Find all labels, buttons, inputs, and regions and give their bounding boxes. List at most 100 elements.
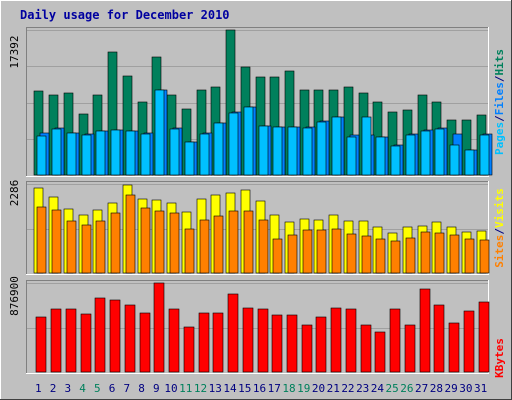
bar-pages-day-26: [405, 134, 416, 176]
bar-sites-day-30: [464, 238, 475, 274]
bar-pages-day-15: [243, 106, 254, 176]
x-tick-label-day-28: 28: [430, 382, 443, 395]
bar-sites-day-28: [434, 232, 445, 274]
bar-kbytes-day-3: [65, 308, 77, 373]
bar-sites-day-20: [316, 229, 327, 274]
bar-pages-day-12: [199, 133, 210, 176]
x-tick-label-day-14: 14: [223, 382, 237, 395]
x-tick-label-day-27: 27: [415, 382, 428, 395]
bar-kbytes-day-30: [463, 310, 475, 373]
bar-kbytes-day-7: [124, 304, 136, 373]
x-tick-label-day-31: 31: [474, 382, 487, 395]
right-label-panel2: Sites/Visits: [493, 188, 506, 268]
bar-kbytes-day-27: [419, 288, 431, 373]
y-max-label-panel-2: 2286: [8, 180, 21, 207]
bar-kbytes-day-29: [448, 322, 460, 373]
bar-kbytes-day-11: [183, 326, 195, 373]
bar-kbytes-day-17: [271, 314, 283, 373]
bar-kbytes-day-18: [286, 314, 298, 373]
bar-kbytes-day-2: [50, 308, 62, 373]
panel-3: [26, 280, 490, 374]
bar-sites-day-4: [81, 224, 92, 274]
bar-sites-day-15: [243, 210, 254, 274]
x-tick-label-day-10: 10: [164, 382, 177, 395]
bar-sites-day-29: [449, 234, 460, 274]
bar-pages-day-3: [66, 132, 77, 176]
x-tick-label-day-25: 25: [386, 382, 399, 395]
panel-1: [26, 27, 493, 177]
bar-kbytes-day-15: [242, 307, 254, 373]
bar-kbytes-day-16: [257, 308, 269, 373]
x-tick-label-day-15: 15: [238, 382, 251, 395]
bar-kbytes-day-6: [109, 299, 121, 373]
x-tick-label-day-23: 23: [356, 382, 369, 395]
bar-kbytes-day-22: [345, 308, 357, 373]
bar-sites-day-9: [154, 210, 165, 274]
right-label-panel1: Pages/Files/Hits: [493, 49, 506, 155]
bar-sites-day-19: [302, 229, 313, 274]
bar-kbytes-day-20: [315, 316, 327, 373]
x-tick-label-day-29: 29: [445, 382, 458, 395]
bar-kbytes-day-21: [330, 307, 342, 373]
bar-sites-day-23: [361, 235, 372, 274]
right-label-part: Sites: [493, 235, 506, 268]
bar-kbytes-day-12: [198, 312, 210, 373]
bar-pages-day-24: [375, 136, 386, 176]
right-label-part: Hits: [493, 49, 506, 76]
x-tick-label-day-8: 8: [138, 382, 145, 395]
bar-pages-day-20: [316, 121, 327, 176]
bar-pages-day-9: [154, 89, 165, 176]
bar-pages-day-29: [449, 144, 460, 176]
bar-sites-day-5: [95, 220, 106, 274]
right-label-panel3: KBytes: [493, 338, 506, 378]
bar-kbytes-day-10: [168, 308, 180, 373]
y-max-label-panel-1: 17392: [8, 35, 21, 68]
panel-2: [26, 181, 490, 275]
bar-pages-day-14: [228, 112, 239, 176]
bar-pages-day-7: [125, 130, 136, 176]
x-tick-label-day-20: 20: [312, 382, 325, 395]
bar-kbytes-day-1: [35, 316, 47, 373]
bar-pages-day-30: [464, 149, 475, 176]
x-tick-label-day-21: 21: [327, 382, 340, 395]
x-tick-label-day-7: 7: [124, 382, 131, 395]
right-label-part: Pages: [493, 122, 506, 155]
bar-kbytes-day-8: [139, 312, 151, 373]
bar-sites-day-27: [420, 231, 431, 274]
x-tick-label-day-1: 1: [35, 382, 42, 395]
bar-kbytes-day-13: [212, 312, 224, 373]
x-axis-labels: 1 2 3 4 5 6 7 8 9 10 11 12 13 14 15 16 17 18 19 20 21 22 23 24 2…: [35, 382, 487, 395]
bar-kbytes-day-9: [153, 282, 165, 373]
bar-kbytes-day-14: [227, 293, 239, 373]
right-label-part: /: [493, 115, 506, 122]
bar-sites-day-21: [331, 228, 342, 274]
bar-pages-day-2: [51, 128, 62, 176]
bar-pages-day-19: [302, 127, 313, 176]
x-tick-label-day-6: 6: [109, 382, 116, 395]
y-axis-max-labels: 17392 2286 876900: [8, 35, 21, 315]
bar-sites-day-10: [169, 212, 180, 274]
bar-kbytes-day-19: [301, 324, 313, 373]
bar-pages-day-25: [390, 145, 401, 176]
bar-kbytes-day-28: [433, 304, 445, 373]
bar-sites-day-8: [140, 207, 151, 274]
bar-sites-day-22: [346, 233, 357, 274]
bar-sites-day-25: [390, 240, 401, 274]
x-tick-label-day-3: 3: [65, 382, 72, 395]
x-tick-label-day-22: 22: [341, 382, 354, 395]
x-tick-label-day-13: 13: [209, 382, 222, 395]
bar-kbytes-day-5: [94, 297, 106, 373]
bar-pages-day-21: [331, 116, 342, 176]
bar-sites-day-17: [272, 238, 283, 274]
bar-sites-day-3: [66, 220, 77, 274]
right-label-part: Files: [493, 82, 506, 115]
y-max-label-panel-3: 876900: [8, 276, 21, 316]
bar-pages-day-10: [169, 128, 180, 176]
bar-pages-day-27: [420, 130, 431, 176]
x-tick-label-day-4: 4: [79, 382, 86, 395]
bar-sites-day-13: [213, 215, 224, 274]
bar-pages-day-4: [81, 134, 92, 176]
bar-kbytes-day-4: [80, 313, 92, 373]
